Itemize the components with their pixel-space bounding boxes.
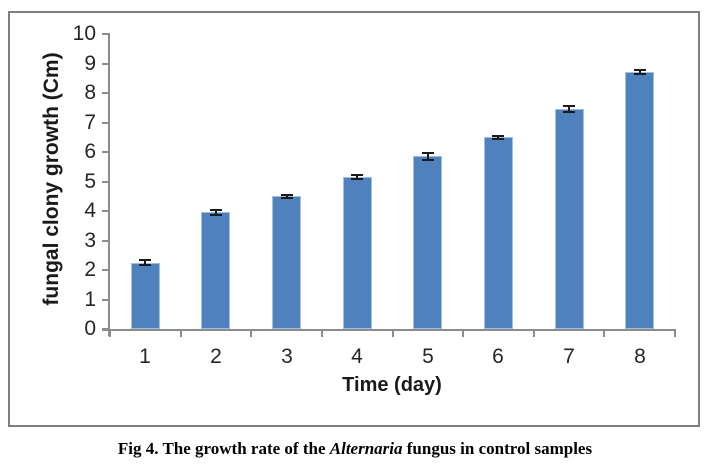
error-bar-cap — [563, 111, 575, 113]
error-bar-line — [568, 106, 570, 112]
y-tick-label: 8 — [84, 81, 96, 104]
y-tick-mark — [102, 299, 109, 301]
x-tick-label: 5 — [422, 345, 434, 368]
y-tick-mark — [102, 240, 109, 242]
y-tick-mark — [102, 269, 109, 271]
x-axis-title: Time (day) — [342, 374, 442, 396]
error-bar-line — [639, 70, 641, 74]
error-bar-line — [497, 136, 499, 139]
y-tick-mark — [102, 33, 109, 35]
x-tick-mark — [603, 329, 605, 337]
y-tick-mark — [102, 328, 109, 330]
y-tick-label: 10 — [72, 22, 96, 45]
error-bar-cap — [139, 259, 151, 261]
caption-species-name: Alternaria — [329, 439, 403, 458]
x-tick-label: 7 — [563, 345, 575, 368]
error-bar-line — [215, 210, 217, 216]
y-tick-label: 9 — [84, 52, 96, 75]
error-bar-cap — [351, 174, 363, 176]
y-axis-line — [108, 33, 110, 336]
error-bar-cap — [492, 135, 504, 137]
error-bar-cap — [210, 209, 222, 211]
bar — [484, 137, 513, 329]
y-tick-label: 4 — [84, 199, 96, 222]
bar — [413, 156, 442, 329]
bar — [131, 263, 160, 329]
error-bar-line — [356, 175, 358, 179]
x-tick-label: 3 — [281, 345, 293, 368]
bar — [272, 196, 301, 329]
x-tick-label: 2 — [210, 345, 222, 368]
x-tick-label: 4 — [351, 345, 363, 368]
error-bar-cap — [422, 159, 434, 161]
figure-caption: Fig 4. The growth rate of the Alternaria… — [0, 439, 710, 459]
error-bar-cap — [351, 178, 363, 180]
y-axis-title: fungal clony growth (Cm) — [40, 52, 63, 306]
error-bar-cap — [634, 69, 646, 71]
x-tick-mark — [250, 329, 252, 337]
error-bar-cap — [563, 105, 575, 107]
y-tick-label: 2 — [84, 258, 96, 281]
y-tick-mark — [102, 122, 109, 124]
error-bar-cap — [281, 197, 293, 199]
error-bar-cap — [492, 138, 504, 140]
x-tick-label: 8 — [634, 345, 646, 368]
x-axis-line — [102, 329, 676, 331]
bar — [625, 72, 654, 329]
y-tick-mark — [102, 181, 109, 183]
x-tick-mark — [533, 329, 535, 337]
caption-text-prefix: Fig 4. The growth rate of the — [117, 439, 330, 458]
error-bar-line — [286, 195, 288, 198]
x-tick-mark — [180, 329, 182, 337]
x-tick-label: 6 — [492, 345, 504, 368]
y-tick-mark — [102, 92, 109, 94]
error-bar-cap — [210, 214, 222, 216]
x-tick-mark — [321, 329, 323, 337]
error-bar-cap — [422, 152, 434, 154]
error-bar-line — [144, 260, 146, 265]
y-tick-mark — [102, 210, 109, 212]
y-tick-label: 1 — [84, 288, 96, 311]
error-bar-line — [427, 153, 429, 160]
bar — [201, 212, 230, 329]
y-tick-label: 7 — [84, 111, 96, 134]
x-tick-label: 1 — [139, 345, 151, 368]
x-tick-mark — [462, 329, 464, 337]
y-tick-mark — [102, 151, 109, 153]
error-bar-cap — [139, 264, 151, 266]
y-tick-label: 5 — [84, 170, 96, 193]
bar — [555, 109, 584, 329]
x-tick-mark — [392, 329, 394, 337]
error-bar-cap — [281, 194, 293, 196]
x-tick-mark — [674, 329, 676, 337]
error-bar-cap — [634, 73, 646, 75]
y-tick-label: 6 — [84, 140, 96, 163]
x-tick-mark — [109, 329, 111, 337]
y-tick-label: 3 — [84, 229, 96, 252]
caption-text-suffix: fungus in control samples — [402, 439, 593, 458]
bar — [343, 177, 372, 329]
y-tick-label: 0 — [84, 317, 96, 340]
y-tick-mark — [102, 63, 109, 65]
